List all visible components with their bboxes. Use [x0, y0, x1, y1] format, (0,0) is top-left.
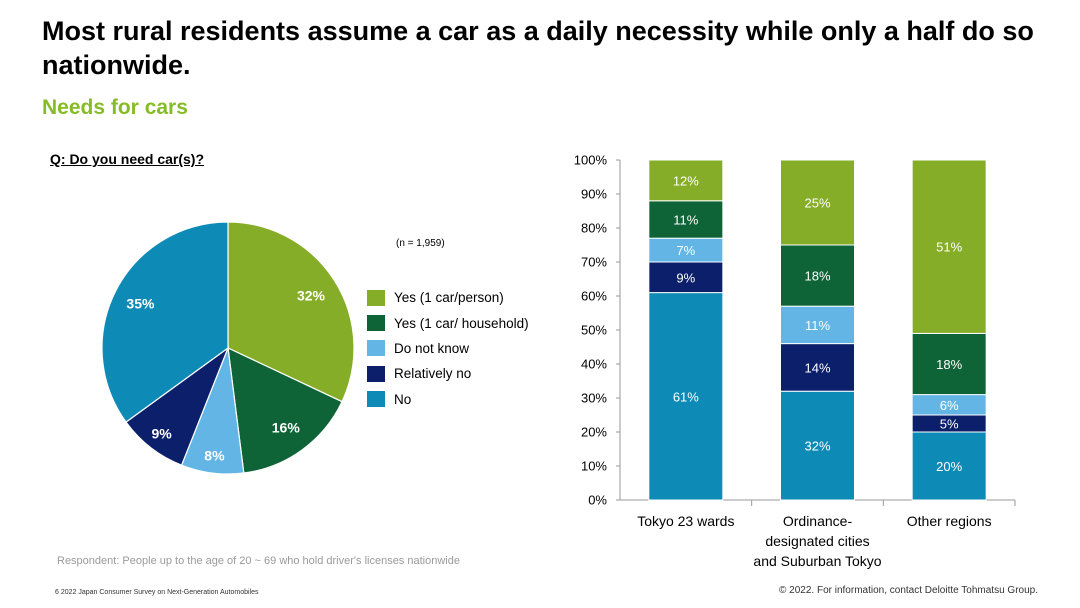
y-tick-label: 50% — [581, 323, 607, 338]
legend-item: Yes (1 car/ household) — [367, 310, 529, 335]
bar-segment — [780, 159, 855, 246]
bar-segment — [780, 343, 855, 392]
stacked-bar-chart: 0% 10% 20% 30% 40% 50% 60% 70% 80% 90% 100% 61% 9% 7%… — [574, 153, 1016, 569]
y-tick-label: 20% — [581, 425, 607, 440]
y-tick-label: 10% — [581, 459, 607, 474]
pie-slice — [227, 346, 343, 474]
pie-legend: Yes (1 car/person) Yes (1 car/ household)… — [367, 285, 529, 412]
pie-data-label: 9% — [151, 426, 172, 442]
pie-data-label: 32% — [297, 287, 326, 303]
section-subtitle: Needs for cars — [42, 96, 188, 119]
bar-data-label: 18% — [936, 357, 962, 372]
bar-data-label: 9% — [676, 270, 695, 285]
x-category-label: and Suburban Tokyo — [753, 553, 881, 569]
legend-label: Do not know — [394, 340, 470, 356]
x-category-label: Tokyo 23 wards — [637, 513, 734, 529]
bar-data-label: 32% — [804, 439, 830, 454]
bar-segment — [911, 431, 987, 501]
y-tick-label: 90% — [581, 187, 607, 202]
pie-data-label: 16% — [272, 420, 301, 436]
legend-item: Yes (1 car/person) — [367, 285, 529, 310]
bar-data-label: 11% — [805, 318, 830, 333]
survey-question: Q: Do you need car(s)? — [50, 151, 205, 167]
legend-swatch — [367, 391, 385, 408]
bar-data-label: 18% — [804, 269, 830, 284]
bar-segment — [648, 292, 724, 501]
bar-segment — [648, 200, 724, 239]
bar-data-label: 6% — [940, 398, 959, 413]
footer-source: 6 2022 Japan Consumer Survey on Next-Gen… — [55, 589, 259, 596]
pie-slice — [101, 221, 229, 423]
y-tick-label: 40% — [581, 357, 607, 372]
bar-data-label: 5% — [940, 417, 959, 432]
page-title: Most rural residents assume a car as a d… — [42, 16, 1034, 80]
legend-label: No — [394, 391, 412, 407]
bar-segment — [648, 159, 724, 202]
respondent-note: Respondent: People up to the age of 20 ~… — [57, 555, 460, 567]
y-tick-label: 60% — [581, 289, 607, 304]
bar-data-label: 20% — [936, 459, 962, 474]
pie-slice — [227, 221, 355, 403]
y-tick-label: 100% — [574, 153, 608, 168]
y-tick-label: 80% — [581, 221, 607, 236]
bar-data-label: 14% — [804, 360, 830, 375]
legend-swatch — [367, 289, 385, 306]
bar-segment — [911, 159, 987, 334]
bar-segment — [780, 244, 855, 307]
y-tick-label: 70% — [581, 255, 607, 270]
x-category-label: designated cities — [765, 533, 869, 549]
bar-data-label: 25% — [804, 196, 830, 211]
y-tick-label: 30% — [581, 391, 607, 406]
legend-swatch — [367, 365, 385, 382]
pie-chart: 32% 16% 8% 9% 35% — [101, 221, 355, 475]
sample-size-note: (n = 1,959) — [396, 238, 445, 249]
bar-data-label: 12% — [673, 173, 699, 188]
legend-item: Relatively no — [367, 361, 529, 386]
legend-item: No — [367, 387, 529, 412]
y-tick-label: 0% — [588, 493, 607, 508]
legend-item: Do not know — [367, 336, 529, 361]
bar-data-label: 11% — [673, 213, 698, 228]
x-category-label: Other regions — [907, 513, 992, 529]
legend-label: Relatively no — [394, 366, 472, 382]
pie-data-label: 35% — [126, 295, 155, 311]
bar-segment — [780, 390, 855, 501]
pie-data-label: 8% — [204, 448, 225, 464]
bar-data-label: 61% — [673, 389, 699, 404]
legend-label: Yes (1 car/ household) — [394, 315, 529, 331]
bar-data-label: 7% — [676, 243, 695, 258]
bar-data-label: 51% — [936, 240, 962, 255]
legend-swatch — [367, 315, 385, 332]
bar-segment — [648, 261, 724, 294]
footer-copyright: © 2022. For information, contact Deloitt… — [779, 585, 1038, 596]
legend-label: Yes (1 car/person) — [394, 290, 504, 306]
legend-swatch — [367, 340, 385, 357]
x-category-label: Ordinance- — [783, 513, 853, 529]
